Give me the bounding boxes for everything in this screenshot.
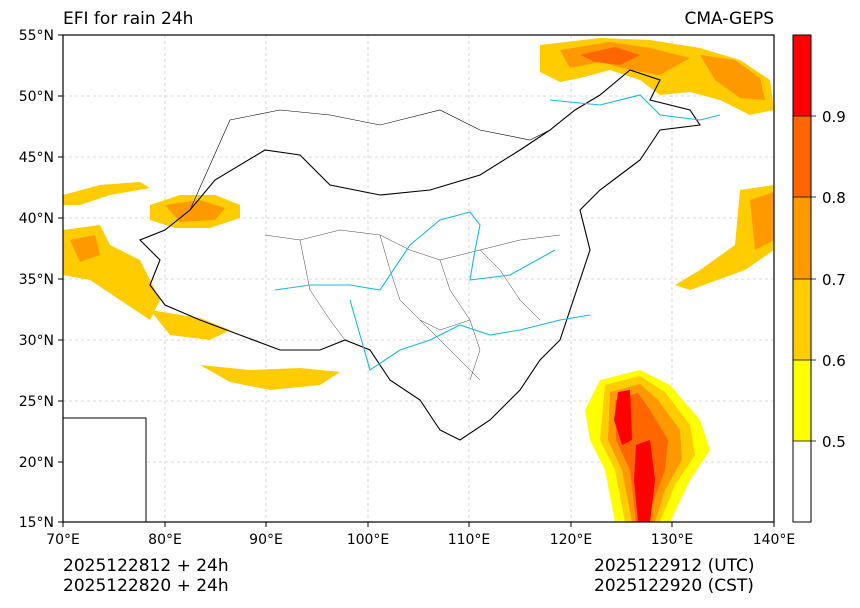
- colorbar-segment: [793, 279, 811, 360]
- map-title: EFI for rain 24h: [63, 9, 194, 29]
- init-time-block: 2025122812 + 24h 2025122820 + 24h: [63, 556, 229, 596]
- lon-tick-label: 120°E: [550, 532, 593, 548]
- valid-time-cst: 2025122920 (CST): [594, 576, 754, 596]
- lon-tick-label: 130°E: [651, 532, 694, 548]
- init-time-utc: 2025122812 + 24h: [63, 556, 229, 576]
- lat-tick-label: 50°N: [19, 89, 54, 105]
- colorbar-segment: [793, 35, 811, 116]
- efi-shading: [63, 38, 774, 522]
- colorbar-tick-label: 0.8: [822, 189, 846, 207]
- lon-tick-label: 140°E: [753, 532, 796, 548]
- colorbar-segment: [793, 116, 811, 197]
- colorbar-tick-label: 0.7: [822, 271, 846, 289]
- lon-tick-label: 80°E: [148, 532, 182, 548]
- rivers: [274, 94, 721, 371]
- lat-tick-label: 30°N: [19, 333, 54, 349]
- valid-time-utc: 2025122912 (UTC): [594, 556, 755, 576]
- colorbar-tick-label: 0.6: [822, 352, 846, 370]
- colorbar-tick-label: 0.5: [822, 433, 846, 451]
- longitude-axis: 70°E 80°E 90°E 100°E 110°E 120°E 130°E 1…: [46, 522, 795, 548]
- lat-tick-label: 25°N: [19, 394, 54, 410]
- valid-time-block: 2025122912 (UTC) 2025122920 (CST): [594, 556, 755, 596]
- country-border: [189, 109, 551, 211]
- lon-tick-label: 90°E: [249, 532, 283, 548]
- country-border: [139, 69, 701, 441]
- lat-tick-label: 15°N: [19, 515, 54, 531]
- lat-tick-label: 35°N: [19, 272, 54, 288]
- map-panel: [62, 34, 775, 523]
- province-borders: [264, 229, 561, 381]
- graticule: [63, 35, 774, 522]
- colorbar: 0.5 0.6 0.7 0.8 0.9: [792, 34, 846, 523]
- colorbar-segment: [793, 197, 811, 279]
- lon-tick-label: 110°E: [448, 532, 491, 548]
- lon-tick-label: 100°E: [347, 532, 390, 548]
- model-name: CMA-GEPS: [684, 9, 774, 29]
- latitude-axis: 55°N 50°N 45°N 40°N 35°N 30°N 25°N 20°N …: [19, 28, 63, 531]
- colorbar-tick-label: 0.9: [822, 108, 846, 126]
- lat-tick-label: 55°N: [19, 28, 54, 44]
- south-china-sea-inset: [62, 417, 147, 523]
- lat-tick-label: 45°N: [19, 150, 54, 166]
- lat-tick-label: 20°N: [19, 455, 54, 471]
- colorbar-segment: [793, 360, 811, 441]
- lon-tick-label: 70°E: [46, 532, 80, 548]
- init-time-cst: 2025122820 + 24h: [63, 576, 229, 596]
- colorbar-segment: [793, 441, 811, 522]
- lat-tick-label: 40°N: [19, 211, 54, 227]
